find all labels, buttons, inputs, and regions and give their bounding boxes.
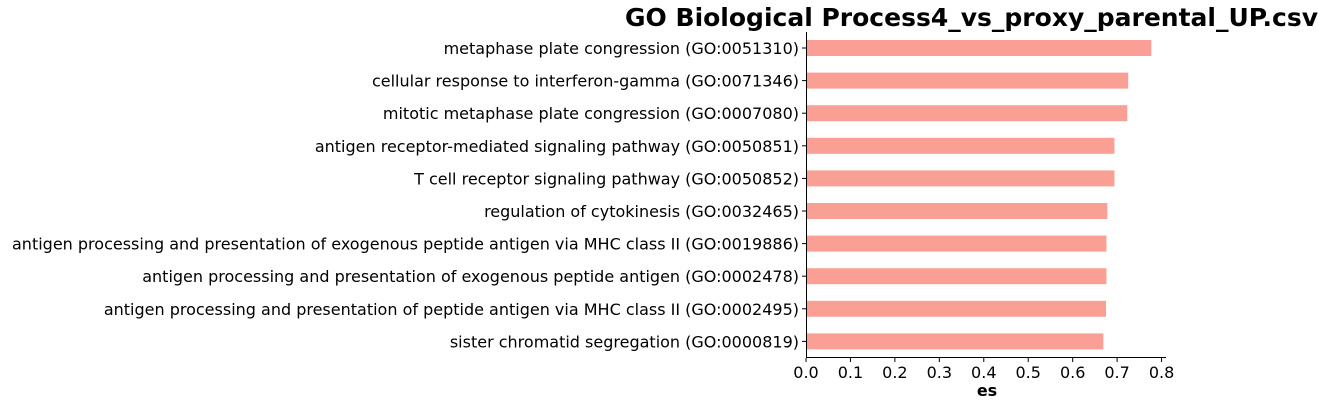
x-tick-label: 0.6 xyxy=(1060,363,1085,382)
bar xyxy=(806,333,1104,350)
category-label: metaphase plate congression (GO:0051310) xyxy=(444,39,799,58)
x-tick-label: 0.2 xyxy=(882,363,907,382)
x-axis-label: es xyxy=(977,381,997,400)
x-tick-label: 0.4 xyxy=(971,363,996,382)
x-tick-label: 0.7 xyxy=(1104,363,1129,382)
bar xyxy=(806,203,1108,219)
bar xyxy=(806,170,1115,187)
category-label: antigen processing and presentation of e… xyxy=(142,267,799,286)
bar xyxy=(806,137,1115,154)
x-ticks: 0.0 0.1 0.2 0.3 0.4 0.5 0.6 0.7 0.8 xyxy=(793,358,1174,382)
category-label: antigen processing and presentation of p… xyxy=(104,300,799,319)
category-label: regulation of cytokinesis (GO:0032465) xyxy=(484,202,799,221)
bars-group xyxy=(806,40,1152,350)
bar xyxy=(806,40,1152,56)
category-labels: metaphase plate congression (GO:0051310)… xyxy=(12,39,806,351)
x-tick-label: 0.5 xyxy=(1015,363,1040,382)
bar xyxy=(806,235,1107,252)
x-tick-label: 0.8 xyxy=(1149,363,1174,382)
category-label: antigen receptor-mediated signaling path… xyxy=(315,137,799,156)
x-tick-label: 0.1 xyxy=(838,363,863,382)
x-tick-label: 0.0 xyxy=(793,363,818,382)
bar xyxy=(806,300,1106,317)
category-label: antigen processing and presentation of e… xyxy=(12,235,799,254)
x-tick-label: 0.3 xyxy=(927,363,952,382)
category-label: mitotic metaphase plate congression (GO:… xyxy=(383,104,799,123)
category-label: sister chromatid segregation (GO:0000819… xyxy=(450,332,799,351)
chart-title: GO Biological Process4_vs_proxy_parental… xyxy=(625,3,1318,32)
bar xyxy=(806,268,1107,285)
bar xyxy=(806,72,1129,89)
category-label: T cell receptor signaling pathway (GO:00… xyxy=(413,169,799,188)
bar xyxy=(806,105,1128,122)
category-label: cellular response to interferon-gamma (G… xyxy=(372,72,799,91)
